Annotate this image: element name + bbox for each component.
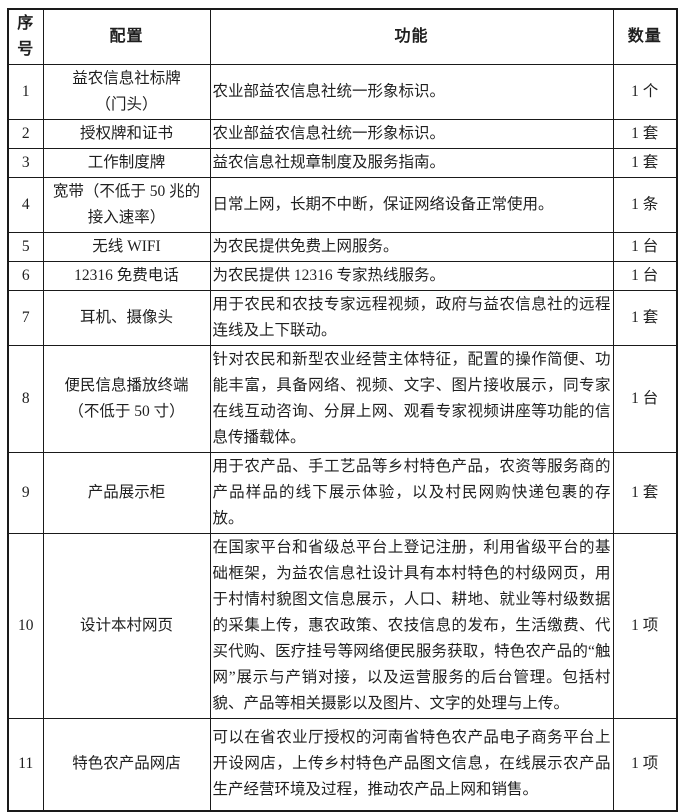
row-function: 用于农产品、手工艺品等乡村特色产品，农资等服务商的产品样品的线下展示体验，以及村… xyxy=(209,452,614,534)
row-number: 5 xyxy=(7,232,44,262)
row-function: 农业部益农信息社统一形象标识。 xyxy=(209,119,614,149)
table-row: 1 益农信息社标牌 （门头） 农业部益农信息社统一形象标识。 1 个 xyxy=(7,64,678,120)
row-quantity: 1 套 xyxy=(612,290,678,346)
row-number: 1 xyxy=(7,64,44,120)
row-number: 7 xyxy=(7,290,44,346)
row-function: 可以在省农业厅授权的河南省特色农产品电子商务平台上开设网店，上传乡村特色产品图文… xyxy=(209,718,614,811)
row-number: 4 xyxy=(7,177,44,233)
row-quantity: 1 台 xyxy=(612,345,678,453)
row-function: 用于农民和农技专家远程视频，政府与益农信息社的远程连线及上下联动。 xyxy=(209,290,614,346)
row-number: 6 xyxy=(7,261,44,291)
row-config: 无线 WIFI xyxy=(42,232,211,262)
table-row: 5 无线 WIFI 为农民提供免费上网服务。 1 台 xyxy=(7,232,678,262)
table-row: 9 产品展示柜 用于农产品、手工艺品等乡村特色产品，农资等服务商的产品样品的线下… xyxy=(7,452,678,534)
row-config: 设计本村网页 xyxy=(42,533,211,719)
row-quantity: 1 台 xyxy=(612,261,678,291)
table-row: 11 特色农产品网店 可以在省农业厅授权的河南省特色农产品电子商务平台上开设网店… xyxy=(7,718,678,811)
row-quantity: 1 个 xyxy=(612,64,678,120)
row-quantity: 1 条 xyxy=(612,177,678,233)
row-function: 农业部益农信息社统一形象标识。 xyxy=(209,64,614,120)
row-config: 工作制度牌 xyxy=(42,148,211,178)
table-row: 4 宽带（不低于 50 兆的 接入速率） 日常上网，长期不中断，保证网络设备正常… xyxy=(7,177,678,233)
row-quantity: 1 套 xyxy=(612,119,678,149)
row-config: 特色农产品网店 xyxy=(42,718,211,811)
row-function: 在国家平台和省级总平台上登记注册，利用省级平台的基础框架，为益农信息社设计具有本… xyxy=(209,533,614,719)
table-row: 2 授权牌和证书 农业部益农信息社统一形象标识。 1 套 xyxy=(7,119,678,149)
document-page: 序号 配置 功能 数量 1 益农信息社标牌 （门头） 农业部益农信息社统一形象标… xyxy=(7,8,678,812)
row-function: 益农信息社规章制度及服务指南。 xyxy=(209,148,614,178)
table-row: 10 设计本村网页 在国家平台和省级总平台上登记注册，利用省级平台的基础框架，为… xyxy=(7,533,678,719)
row-number: 10 xyxy=(7,533,44,719)
row-quantity: 1 项 xyxy=(612,533,678,719)
row-number: 2 xyxy=(7,119,44,149)
row-quantity: 1 套 xyxy=(612,452,678,534)
column-header-qty: 数量 xyxy=(612,8,678,65)
table-row: 7 耳机、摄像头 用于农民和农技专家远程视频，政府与益农信息社的远程连线及上下联… xyxy=(7,290,678,346)
row-config: 益农信息社标牌 （门头） xyxy=(42,64,211,120)
row-config: 12316 免费电话 xyxy=(42,261,211,291)
table-header: 序号 配置 功能 数量 xyxy=(7,8,678,65)
table-row: 6 12316 免费电话 为农民提供 12316 专家热线服务。 1 台 xyxy=(7,261,678,291)
row-config: 便民信息播放终端 （不低于 50 寸） xyxy=(42,345,211,453)
equipment-table: 序号 配置 功能 数量 1 益农信息社标牌 （门头） 农业部益农信息社统一形象标… xyxy=(7,8,678,812)
column-header-no: 序号 xyxy=(7,8,44,65)
row-config: 授权牌和证书 xyxy=(42,119,211,149)
row-function: 针对农民和新型农业经营主体特征，配置的操作简便、功能丰富，具备网络、视频、文字、… xyxy=(209,345,614,453)
row-number: 3 xyxy=(7,148,44,178)
column-header-function: 功能 xyxy=(209,8,614,65)
row-number: 8 xyxy=(7,345,44,453)
row-quantity: 1 台 xyxy=(612,232,678,262)
row-function: 为农民提供免费上网服务。 xyxy=(209,232,614,262)
row-quantity: 1 套 xyxy=(612,148,678,178)
row-quantity: 1 项 xyxy=(612,718,678,811)
row-function: 为农民提供 12316 专家热线服务。 xyxy=(209,261,614,291)
row-number: 11 xyxy=(7,718,44,811)
row-function: 日常上网，长期不中断，保证网络设备正常使用。 xyxy=(209,177,614,233)
row-config: 产品展示柜 xyxy=(42,452,211,534)
row-config: 宽带（不低于 50 兆的 接入速率） xyxy=(42,177,211,233)
column-header-config: 配置 xyxy=(42,8,211,65)
table-row: 3 工作制度牌 益农信息社规章制度及服务指南。 1 套 xyxy=(7,148,678,178)
row-number: 9 xyxy=(7,452,44,534)
header-row: 序号 配置 功能 数量 xyxy=(7,8,678,65)
table-row: 8 便民信息播放终端 （不低于 50 寸） 针对农民和新型农业经营主体特征，配置… xyxy=(7,345,678,453)
table-body: 1 益农信息社标牌 （门头） 农业部益农信息社统一形象标识。 1 个 2 授权牌… xyxy=(7,64,678,811)
row-config: 耳机、摄像头 xyxy=(42,290,211,346)
